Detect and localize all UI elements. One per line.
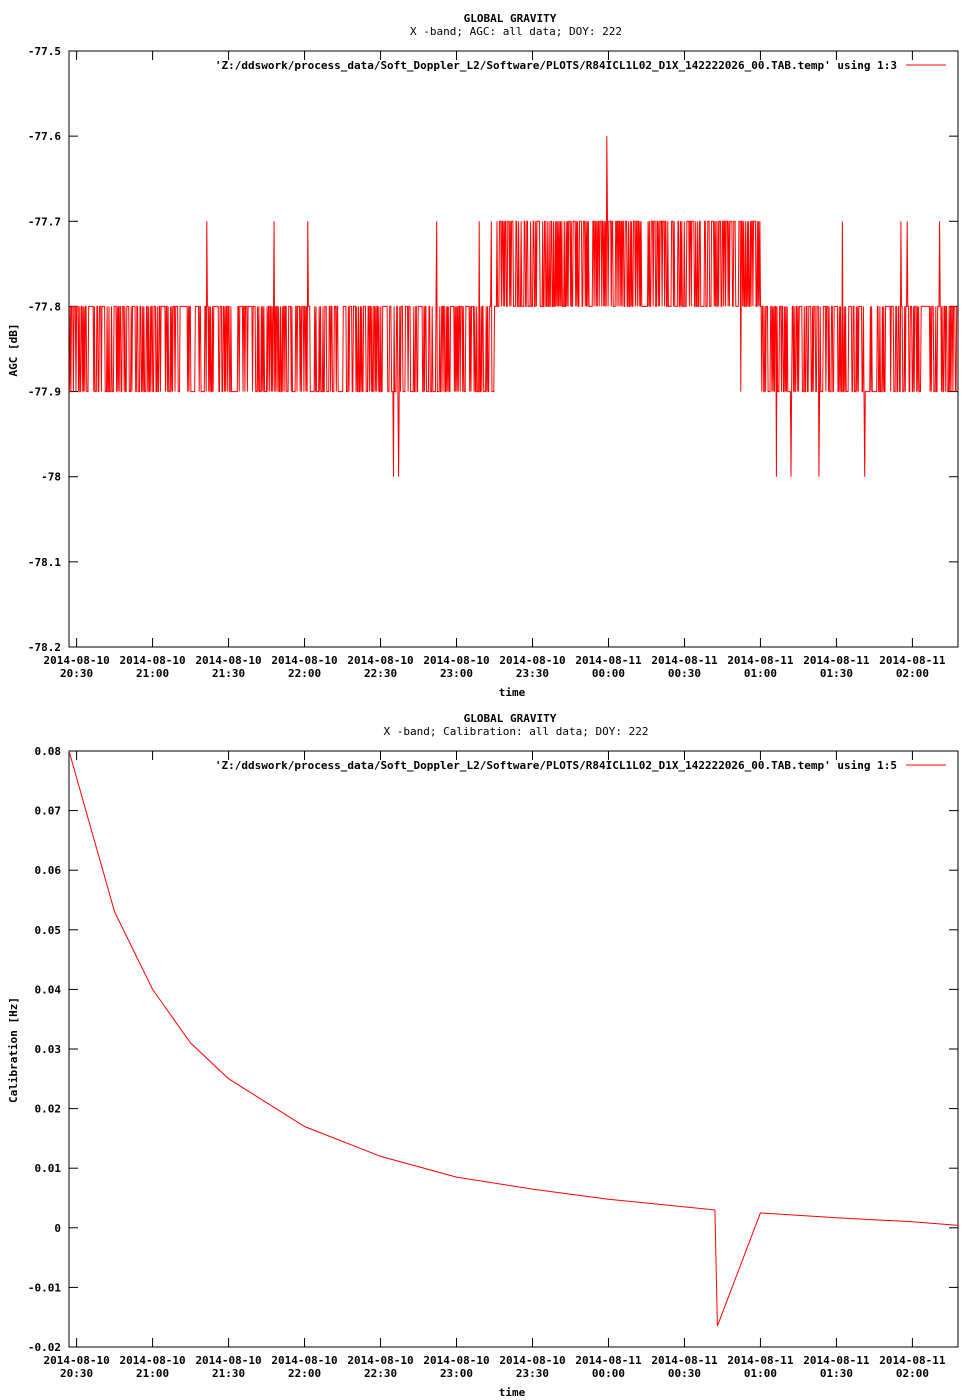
- x-tick-label-date: 2014-08-11: [651, 1354, 718, 1367]
- x-tick-label-date: 2014-08-10: [499, 654, 565, 667]
- calibration-plot-frame: [68, 750, 959, 1348]
- y-tick-label: 0.04: [35, 983, 62, 996]
- y-tick-label: 0.07: [35, 805, 62, 818]
- x-tick-label-date: 2014-08-11: [575, 654, 642, 667]
- y-tick-label: 0.08: [35, 745, 62, 758]
- agc-series-line: [69, 136, 958, 477]
- calibration-y-axis-label: Calibration [Hz]: [7, 997, 20, 1103]
- y-tick-label: 0: [54, 1222, 61, 1235]
- x-tick-label-time: 21:00: [136, 667, 169, 680]
- calibration-chart-subtitle: X -band; Calibration: all data; DOY: 222: [384, 725, 649, 738]
- x-tick-label-date: 2014-08-10: [347, 1354, 413, 1367]
- agc-chart: GLOBAL GRAVITY X -band; AGC: all data; D…: [7, 12, 959, 699]
- x-tick-label-date: 2014-08-11: [879, 654, 946, 667]
- y-tick-label: -77.9: [28, 386, 61, 399]
- agc-legend-label: 'Z:/ddswork/process_data/Soft_Doppler_L2…: [215, 59, 897, 72]
- calibration-chart-title: GLOBAL GRAVITY: [464, 712, 557, 725]
- x-tick-label-time: 23:00: [440, 667, 473, 680]
- x-tick-label-time: 22:00: [288, 1367, 321, 1380]
- x-tick-label-time: 23:00: [440, 1367, 473, 1380]
- x-tick-label-date: 2014-08-11: [575, 1354, 642, 1367]
- agc-x-ticks: 2014-08-1020:302014-08-1021:002014-08-10…: [43, 51, 946, 680]
- x-tick-label-date: 2014-08-10: [195, 1354, 261, 1367]
- x-tick-label-time: 00:00: [592, 1367, 625, 1380]
- x-tick-label-date: 2014-08-11: [803, 1354, 870, 1367]
- y-tick-label: -78.2: [28, 641, 61, 654]
- calibration-y-ticks: 0.08 0.07 0.06 0.05 0.04 0.03 0.02 0.01 0 -0.01 -0…: [28, 745, 958, 1354]
- x-tick-label-time: 01:30: [820, 1367, 853, 1380]
- y-tick-label: -0.02: [28, 1341, 61, 1354]
- x-tick-label-time: 21:30: [212, 1367, 245, 1380]
- x-tick-label-date: 2014-08-10: [347, 654, 413, 667]
- x-tick-label-date: 2014-08-10: [499, 1354, 565, 1367]
- x-tick-label-time: 01:00: [744, 667, 777, 680]
- x-tick-label-time: 23:30: [516, 1367, 549, 1380]
- calibration-x-axis-label: time: [499, 1386, 526, 1399]
- x-tick-label-time: 21:00: [136, 1367, 169, 1380]
- x-tick-label-time: 22:30: [364, 667, 397, 680]
- calibration-series: [68, 750, 959, 1327]
- y-tick-label: 0.03: [35, 1043, 62, 1056]
- x-tick-label-date: 2014-08-11: [727, 654, 794, 667]
- x-tick-label-date: 2014-08-10: [119, 654, 185, 667]
- agc-y-axis-label: AGC [dB]: [7, 324, 20, 377]
- x-tick-label-time: 01:30: [820, 667, 853, 680]
- x-tick-label-date: 2014-08-10: [43, 654, 109, 667]
- x-tick-label-time: 22:30: [364, 1367, 397, 1380]
- x-tick-label-time: 20:30: [60, 1367, 93, 1380]
- y-tick-label: -77.8: [28, 300, 61, 313]
- y-tick-label: -77.5: [28, 45, 61, 58]
- x-tick-label-time: 02:00: [896, 667, 929, 680]
- x-tick-label-date: 2014-08-11: [803, 654, 870, 667]
- x-tick-label-date: 2014-08-11: [727, 1354, 794, 1367]
- x-tick-label-date: 2014-08-11: [879, 1354, 946, 1367]
- calibration-x-ticks: 2014-08-1020:302014-08-1021:002014-08-10…: [43, 751, 946, 1380]
- x-tick-label-time: 00:30: [668, 667, 701, 680]
- x-tick-label-date: 2014-08-10: [271, 1354, 337, 1367]
- agc-series: [69, 136, 958, 477]
- y-tick-label: 0.06: [35, 864, 62, 877]
- calibration-legend-label: 'Z:/ddswork/process_data/Soft_Doppler_L2…: [215, 759, 897, 772]
- x-tick-label-date: 2014-08-10: [271, 654, 337, 667]
- y-tick-label: -78: [41, 471, 61, 484]
- agc-chart-title: GLOBAL GRAVITY: [464, 12, 557, 25]
- x-tick-label-time: 00:00: [592, 667, 625, 680]
- x-tick-label-date: 2014-08-10: [195, 654, 261, 667]
- x-tick-label-date: 2014-08-11: [651, 654, 718, 667]
- y-tick-label: -78.1: [28, 556, 61, 569]
- x-tick-label-date: 2014-08-10: [423, 654, 489, 667]
- x-tick-label-time: 01:00: [744, 1367, 777, 1380]
- agc-chart-subtitle: X -band; AGC: all data; DOY: 222: [410, 25, 622, 38]
- y-tick-label: 0.01: [35, 1162, 62, 1175]
- y-tick-label: -77.7: [28, 215, 61, 228]
- x-tick-label-time: 00:30: [668, 1367, 701, 1380]
- x-tick-label-time: 23:30: [516, 667, 549, 680]
- x-tick-label-time: 02:00: [896, 1367, 929, 1380]
- agc-plot-frame: [68, 50, 959, 648]
- agc-x-axis-label: time: [499, 686, 526, 699]
- y-tick-label: -0.01: [28, 1281, 61, 1294]
- x-tick-label-time: 21:30: [212, 667, 245, 680]
- y-tick-label: 0.05: [35, 924, 62, 937]
- x-tick-label-date: 2014-08-10: [43, 1354, 109, 1367]
- x-tick-label-time: 20:30: [60, 667, 93, 680]
- x-tick-label-time: 22:00: [288, 667, 321, 680]
- y-tick-label: 0.02: [35, 1103, 62, 1116]
- calibration-series-line: [68, 750, 959, 1327]
- y-tick-label: -77.6: [28, 130, 61, 143]
- x-tick-label-date: 2014-08-10: [423, 1354, 489, 1367]
- x-tick-label-date: 2014-08-10: [119, 1354, 185, 1367]
- calibration-chart: GLOBAL GRAVITY X -band; Calibration: all…: [7, 712, 959, 1399]
